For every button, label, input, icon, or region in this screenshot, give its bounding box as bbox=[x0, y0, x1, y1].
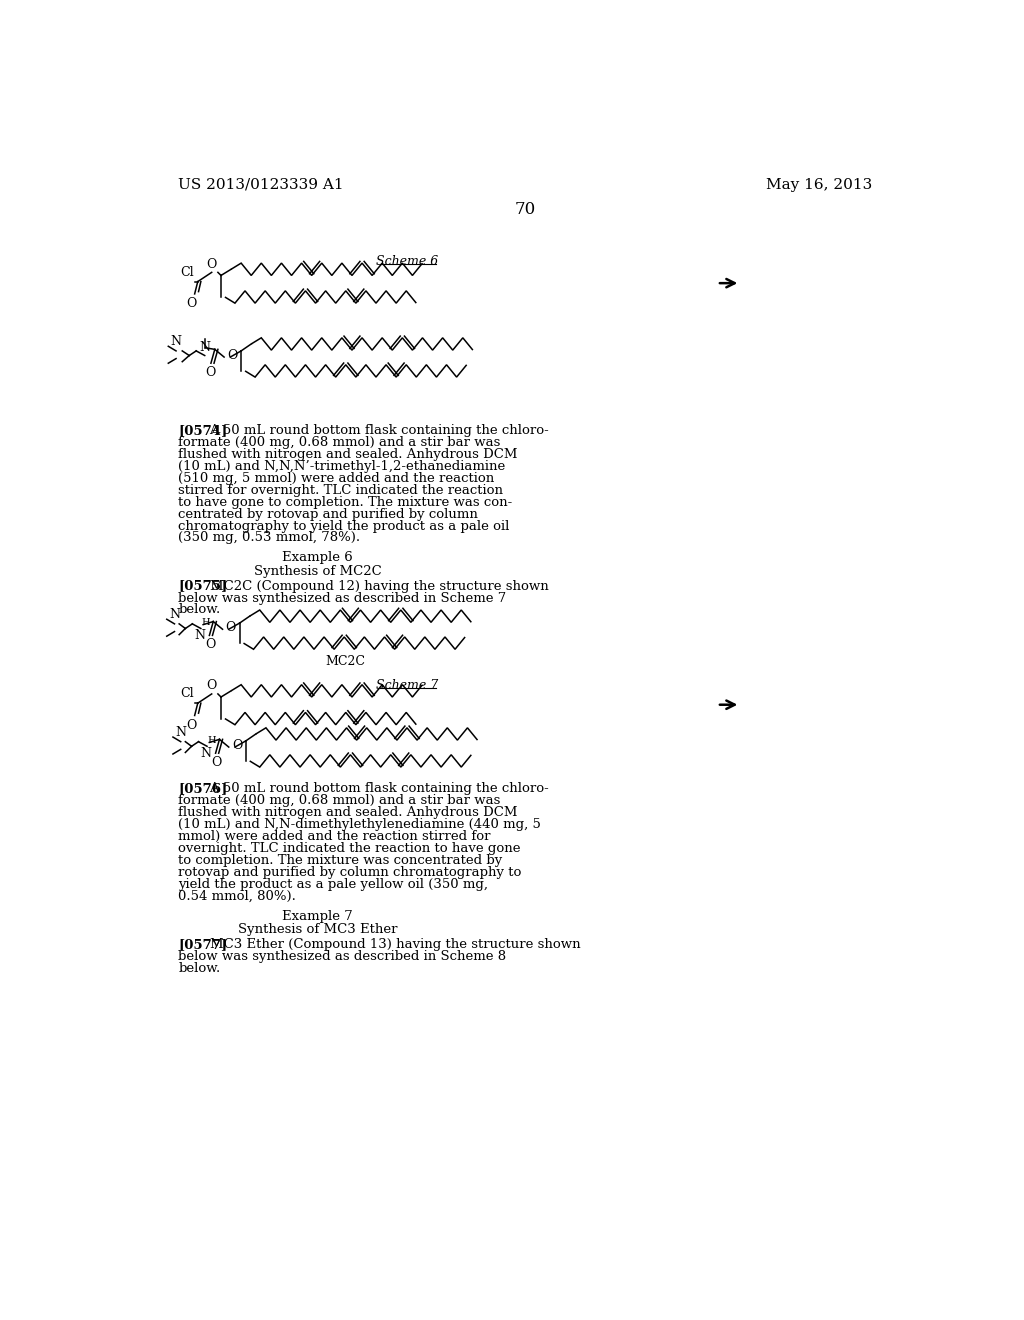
Text: A 50 mL round bottom flask containing the chloro-: A 50 mL round bottom flask containing th… bbox=[210, 783, 549, 796]
Text: flushed with nitrogen and sealed. Anhydrous DCM: flushed with nitrogen and sealed. Anhydr… bbox=[178, 807, 518, 820]
Text: (350 mg, 0.53 mmol, 78%).: (350 mg, 0.53 mmol, 78%). bbox=[178, 532, 360, 544]
Text: (510 mg, 5 mmol) were added and the reaction: (510 mg, 5 mmol) were added and the reac… bbox=[178, 471, 495, 484]
Text: May 16, 2013: May 16, 2013 bbox=[766, 178, 872, 191]
Text: mmol) were added and the reaction stirred for: mmol) were added and the reaction stirre… bbox=[178, 830, 490, 843]
Text: formate (400 mg, 0.68 mmol) and a stir bar was: formate (400 mg, 0.68 mmol) and a stir b… bbox=[178, 436, 501, 449]
Text: O: O bbox=[205, 639, 215, 652]
Text: Scheme 6: Scheme 6 bbox=[376, 255, 438, 268]
Text: O: O bbox=[206, 367, 216, 379]
Text: N: N bbox=[169, 607, 180, 620]
Text: (10 mL) and N,N,N’-trimethyl-1,2-ethanediamine: (10 mL) and N,N,N’-trimethyl-1,2-ethaned… bbox=[178, 459, 506, 473]
Text: O: O bbox=[231, 739, 243, 752]
Text: N: N bbox=[201, 747, 212, 760]
Text: overnight. TLC indicated the reaction to have gone: overnight. TLC indicated the reaction to… bbox=[178, 842, 521, 855]
Text: below was synthesized as described in Scheme 8: below was synthesized as described in Sc… bbox=[178, 950, 507, 964]
Text: H: H bbox=[202, 618, 210, 627]
Text: stirred for overnight. TLC indicated the reaction: stirred for overnight. TLC indicated the… bbox=[178, 483, 504, 496]
Text: O: O bbox=[186, 297, 197, 310]
Text: 70: 70 bbox=[514, 201, 536, 218]
Text: H: H bbox=[208, 735, 216, 744]
Text: chromatography to yield the product as a pale oil: chromatography to yield the product as a… bbox=[178, 520, 510, 532]
Text: MC2C: MC2C bbox=[325, 656, 365, 668]
Text: MC3 Ether (Compound 13) having the structure shown: MC3 Ether (Compound 13) having the struc… bbox=[210, 939, 581, 950]
Text: 0.54 mmol, 80%).: 0.54 mmol, 80%). bbox=[178, 890, 296, 903]
Text: US 2013/0123339 A1: US 2013/0123339 A1 bbox=[178, 178, 344, 191]
Text: rotovap and purified by column chromatography to: rotovap and purified by column chromatog… bbox=[178, 866, 522, 879]
Text: (10 mL) and N,N-dimethylethylenediamine (440 mg, 5: (10 mL) and N,N-dimethylethylenediamine … bbox=[178, 818, 542, 832]
Text: [0576]: [0576] bbox=[178, 783, 227, 796]
Text: flushed with nitrogen and sealed. Anhydrous DCM: flushed with nitrogen and sealed. Anhydr… bbox=[178, 447, 518, 461]
Text: O: O bbox=[227, 348, 238, 362]
Text: [0577]: [0577] bbox=[178, 939, 227, 950]
Text: O: O bbox=[207, 680, 217, 693]
Text: N: N bbox=[200, 341, 210, 354]
Text: yield the product as a pale yellow oil (350 mg,: yield the product as a pale yellow oil (… bbox=[178, 878, 488, 891]
Text: to completion. The mixture was concentrated by: to completion. The mixture was concentra… bbox=[178, 854, 503, 867]
Text: Cl: Cl bbox=[180, 265, 195, 279]
Text: N: N bbox=[171, 335, 181, 348]
Text: O: O bbox=[225, 622, 236, 634]
Text: Synthesis of MC2C: Synthesis of MC2C bbox=[254, 565, 382, 578]
Text: Scheme 7: Scheme 7 bbox=[376, 678, 438, 692]
Text: O: O bbox=[186, 718, 197, 731]
Text: Example 6: Example 6 bbox=[283, 552, 353, 564]
Text: below was synthesized as described in Scheme 7: below was synthesized as described in Sc… bbox=[178, 591, 507, 605]
Text: Example 7: Example 7 bbox=[283, 909, 353, 923]
Text: N: N bbox=[195, 630, 206, 643]
Text: O: O bbox=[211, 756, 221, 770]
Text: MC2C (Compound 12) having the structure shown: MC2C (Compound 12) having the structure … bbox=[210, 579, 548, 593]
Text: [0575]: [0575] bbox=[178, 579, 227, 593]
Text: below.: below. bbox=[178, 962, 220, 975]
Text: N: N bbox=[175, 726, 186, 739]
Text: O: O bbox=[207, 257, 217, 271]
Text: below.: below. bbox=[178, 603, 220, 616]
Text: formate (400 mg, 0.68 mmol) and a stir bar was: formate (400 mg, 0.68 mmol) and a stir b… bbox=[178, 795, 501, 808]
Text: [0574]: [0574] bbox=[178, 424, 227, 437]
Text: centrated by rotovap and purified by column: centrated by rotovap and purified by col… bbox=[178, 508, 478, 520]
Text: Cl: Cl bbox=[180, 688, 195, 700]
Text: Synthesis of MC3 Ether: Synthesis of MC3 Ether bbox=[239, 923, 397, 936]
Text: A 50 mL round bottom flask containing the chloro-: A 50 mL round bottom flask containing th… bbox=[210, 424, 549, 437]
Text: to have gone to completion. The mixture was con-: to have gone to completion. The mixture … bbox=[178, 496, 513, 508]
